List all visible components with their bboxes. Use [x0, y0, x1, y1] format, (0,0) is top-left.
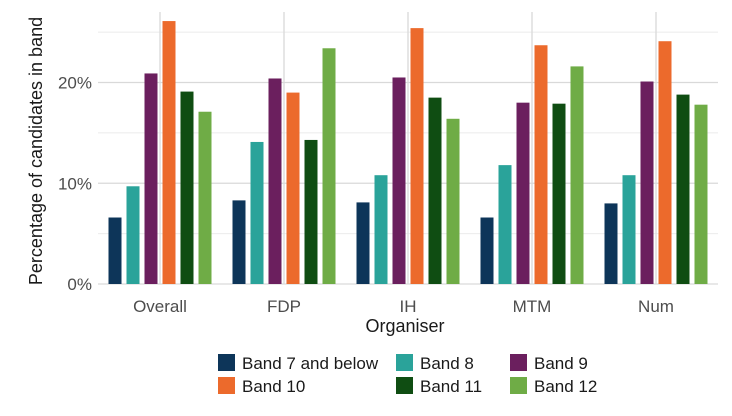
y-axis-ticks: 0% 10% 20% [58, 74, 92, 294]
bar [322, 48, 336, 285]
bar [198, 111, 212, 284]
bar [304, 139, 318, 284]
bar [268, 78, 282, 284]
legend-key [510, 377, 527, 394]
bar [658, 41, 672, 284]
bar [516, 102, 530, 285]
bar [480, 217, 494, 284]
x-tick-label: IH [400, 297, 417, 316]
bar [232, 200, 246, 284]
legend-key [218, 354, 235, 371]
bar [446, 118, 460, 284]
bar [250, 141, 264, 284]
bar [286, 92, 300, 284]
bar [552, 103, 566, 284]
legend: Band 7 and below Band 8 Band 9 Band 10 Band … [218, 354, 597, 396]
bar [622, 175, 636, 284]
y-tick-label: 20% [58, 74, 92, 93]
legend-key [396, 354, 413, 371]
legend-label: Band 8 [420, 354, 474, 373]
bar [570, 66, 584, 285]
bar [534, 45, 548, 284]
x-tick-label: Overall [133, 297, 187, 316]
bar [126, 186, 140, 284]
bar [640, 81, 654, 284]
legend-key [218, 377, 235, 394]
bar [374, 175, 388, 284]
bar [410, 28, 424, 285]
x-axis-ticks: Overall FDP IH MTM Num [133, 297, 674, 316]
legend-label: Band 7 and below [242, 354, 379, 373]
x-tick-label: MTM [513, 297, 552, 316]
y-tick-label: 0% [67, 275, 92, 294]
bar [162, 21, 176, 285]
bar [356, 202, 370, 284]
bar-group [108, 21, 708, 285]
y-axis-title: Percentage of candidates in band [26, 17, 46, 285]
bar [144, 73, 158, 285]
x-axis-title: Organiser [365, 316, 444, 336]
bar [676, 94, 690, 284]
bar [108, 217, 122, 284]
bar [604, 203, 618, 284]
bar [392, 77, 406, 285]
legend-key [396, 377, 413, 394]
x-tick-label: Num [638, 297, 674, 316]
legend-label: Band 9 [534, 354, 588, 373]
legend-label: Band 11 [420, 377, 482, 396]
bar [694, 104, 708, 284]
legend-key [510, 354, 527, 371]
legend-label: Band 12 [534, 377, 597, 396]
y-tick-label: 10% [58, 174, 92, 193]
bar [180, 91, 194, 285]
x-tick-label: FDP [267, 297, 301, 316]
bar [428, 97, 442, 284]
bar [498, 165, 512, 284]
legend-label: Band 10 [242, 377, 305, 396]
